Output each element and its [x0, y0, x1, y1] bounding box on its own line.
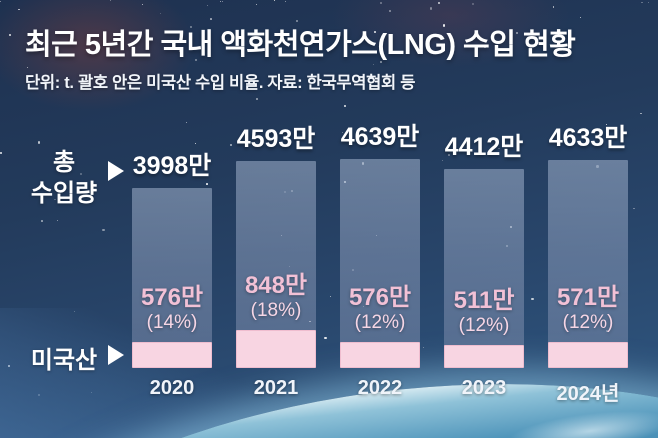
- total-import-bar: [548, 160, 628, 368]
- us-value-label: 511만 (12%): [430, 287, 538, 338]
- us-share-text: (12%): [562, 312, 614, 333]
- us-share-text: (18%): [250, 300, 302, 321]
- us-value-label: 848만 (18%): [222, 272, 330, 323]
- us-import-bar: [340, 342, 420, 368]
- total-import-bar: [132, 188, 212, 368]
- unit-source-note: 단위: t. 괄호 안은 미국산 수입 비율. 자료: 한국무역협회 등: [25, 74, 416, 92]
- total-axis-line1: 총: [52, 149, 76, 176]
- year-label: 2020: [149, 377, 195, 399]
- us-amount-text: 848만: [244, 272, 308, 299]
- total-import-bar: [340, 159, 420, 368]
- us-amount-text: 576만: [140, 284, 204, 311]
- us-value-label: 571만 (12%): [534, 284, 642, 335]
- total-value-label: 3998만: [132, 152, 212, 180]
- total-axis-line2: 수입량: [30, 180, 98, 207]
- us-share-text: (14%): [146, 312, 198, 333]
- total-value-label: 4593만: [236, 125, 316, 153]
- us-amount-text: 576만: [348, 284, 412, 311]
- us-value-label: 576만 (12%): [326, 284, 434, 335]
- us-value-label: 576만 (14%): [118, 284, 226, 335]
- year-label: 2022: [357, 377, 403, 399]
- us-origin-axis-label: 미국산: [30, 347, 98, 374]
- total-value-label: 4633만: [548, 124, 628, 152]
- us-amount-text: 511만: [453, 287, 515, 314]
- us-import-bar: [132, 342, 212, 368]
- year-label: 2023: [461, 377, 507, 399]
- total-arrow-icon: [108, 161, 124, 181]
- us-import-bar: [236, 330, 316, 368]
- us-import-bar: [444, 345, 524, 368]
- total-value-label: 4412만: [444, 133, 524, 161]
- us-amount-text: 571만: [556, 284, 620, 311]
- year-label: 2024년: [556, 383, 620, 405]
- total-import-bar: [444, 169, 524, 368]
- page-title: 최근 5년간 국내 액화천연가스(LNG) 수입 현황: [25, 29, 576, 61]
- us-share-text: (12%): [354, 312, 406, 333]
- us-share-text: (12%): [458, 315, 510, 336]
- total-value-label: 4639만: [340, 123, 420, 151]
- year-label: 2021: [253, 377, 299, 399]
- total-imports-axis-label: 총 수입량: [8, 147, 120, 209]
- us-import-bar: [548, 342, 628, 368]
- us-arrow-icon: [108, 345, 124, 365]
